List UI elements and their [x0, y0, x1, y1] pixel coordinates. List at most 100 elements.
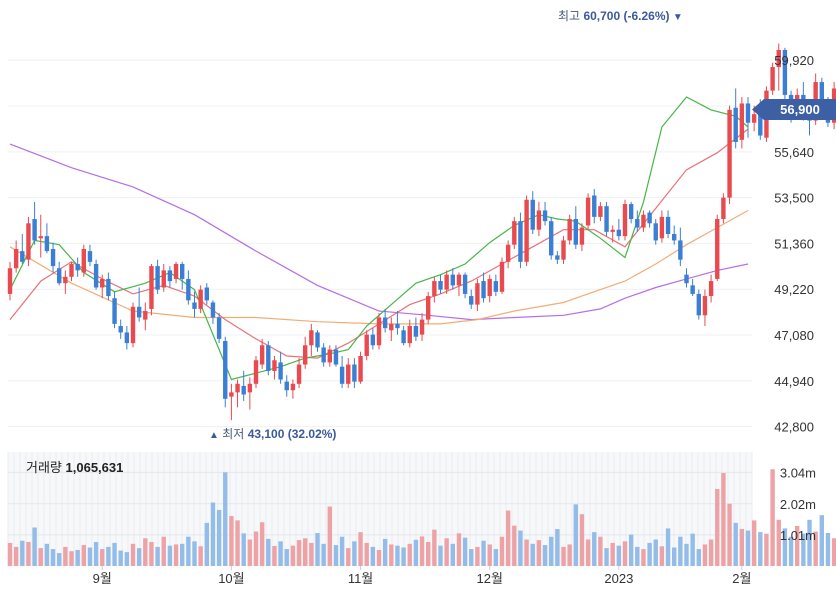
date-tick-label: 9월 [93, 571, 112, 586]
candle-body [776, 49, 781, 68]
volume-bar [327, 506, 332, 566]
candle-body [690, 285, 695, 294]
candle-body [173, 263, 179, 279]
candle-body [561, 240, 566, 260]
high-prefix: 최고 [558, 9, 580, 23]
candle-body [401, 330, 406, 344]
candle-body [678, 240, 683, 260]
volume-bar [364, 542, 369, 566]
volume-bar [370, 546, 376, 566]
candle-body [579, 227, 585, 245]
volume-bar [610, 542, 615, 566]
volume-bar [413, 539, 419, 566]
volume-bar [715, 488, 720, 566]
candle-body [536, 210, 542, 230]
volume-bar [395, 545, 400, 566]
price-tick-label: 42,800 [774, 420, 814, 435]
volume-bar [389, 544, 394, 566]
candle-body [376, 317, 382, 346]
candle-body [266, 345, 271, 371]
volume-bar [167, 545, 173, 566]
volume-bar [542, 545, 548, 566]
volume-bar [401, 547, 406, 566]
candle-body [93, 263, 99, 288]
low-prefix: 최저 [222, 427, 244, 441]
price-tick-label: 51,360 [774, 236, 814, 251]
candle-body [721, 197, 726, 220]
volume-bar [573, 504, 578, 566]
volume-bar [161, 536, 166, 566]
candle-body [567, 219, 572, 241]
candle-body [733, 107, 738, 142]
candle-body [75, 263, 80, 271]
candle-body [100, 278, 105, 288]
candle-body [247, 383, 253, 393]
volume-bar [352, 541, 357, 566]
volume-bar [641, 549, 646, 566]
candle-body [635, 219, 640, 228]
volume-bar [739, 529, 745, 566]
candle-body [370, 334, 376, 346]
candle-body [819, 82, 824, 104]
volume-bar [93, 541, 99, 566]
volume-bar [727, 503, 732, 566]
candle-body [7, 268, 13, 294]
volume-bar [87, 547, 93, 566]
volume-bar [708, 539, 714, 566]
candle-body [475, 283, 480, 305]
candle-body [585, 197, 591, 226]
candle-body [438, 281, 443, 290]
volume-bar [801, 533, 806, 566]
candle-body [284, 381, 289, 391]
volume-bar [315, 533, 320, 566]
volume-bar [69, 551, 74, 566]
volume-bar [346, 548, 351, 566]
candle-body [444, 274, 449, 290]
volume-bar [493, 549, 499, 566]
volume-bar [462, 537, 468, 566]
candle-body [204, 287, 209, 301]
candle-body [592, 195, 597, 217]
candle-body [303, 345, 308, 365]
volume-bar [155, 546, 160, 566]
volume-bar [653, 539, 658, 566]
volume-bar [512, 525, 517, 566]
volume-bar [690, 533, 695, 566]
candle-body [38, 236, 43, 239]
candle-body [610, 229, 615, 232]
volume-bar [81, 545, 86, 566]
candle-body [167, 270, 173, 282]
candle-body [745, 103, 751, 123]
volume-bar [487, 544, 492, 566]
volume-bar [764, 533, 769, 566]
candle-body [210, 302, 216, 318]
candle-body [198, 289, 203, 309]
volume-bar [604, 548, 609, 566]
candle-body [186, 278, 191, 301]
volume-bar [303, 538, 308, 566]
volume-bar [598, 536, 603, 566]
ma60-line [9, 209, 749, 325]
volume-bar [339, 536, 345, 566]
candle-body [327, 349, 332, 363]
volume-tick-label: 1.01m [780, 528, 816, 543]
volume-bar [204, 522, 209, 566]
high-value: 60,700 (-6.26%) [583, 9, 669, 23]
candle-body [665, 216, 671, 234]
volume-bar [284, 549, 289, 566]
candle-body [647, 212, 652, 224]
volume-bar [721, 472, 726, 566]
candle-body [130, 306, 136, 344]
candle-body [13, 248, 19, 269]
volume-bar [579, 514, 585, 566]
candle-body [124, 332, 130, 344]
candle-body [290, 383, 296, 391]
candle-body [616, 229, 622, 237]
candle-body [112, 298, 117, 324]
volume-bar [450, 543, 455, 566]
volume-bar [38, 548, 43, 566]
volume-bar [192, 541, 197, 566]
volume-bar [57, 553, 62, 566]
volume-bar [770, 469, 775, 566]
